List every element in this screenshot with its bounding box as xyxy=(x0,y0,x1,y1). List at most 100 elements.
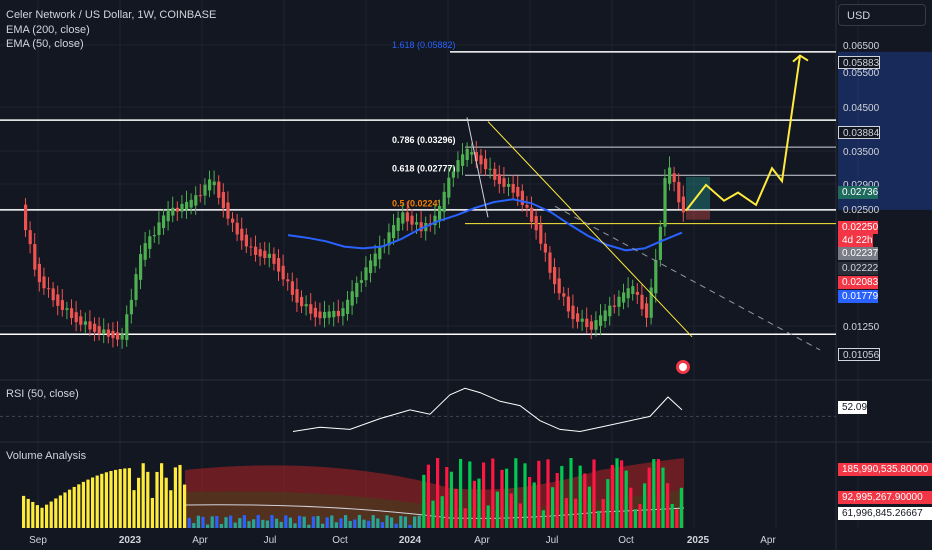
trend-line-yellow xyxy=(487,121,693,338)
volume-bar-143 xyxy=(679,487,683,528)
volume-bar-132 xyxy=(629,487,633,528)
candle-body-107 xyxy=(516,186,520,197)
candle-body-2 xyxy=(33,244,37,270)
volume-bar-87 xyxy=(422,474,426,528)
volume-bar-98 xyxy=(472,480,476,528)
position-box-loss xyxy=(686,209,710,220)
candle-body-76 xyxy=(373,253,377,267)
volume-bar-68 xyxy=(334,522,338,528)
volume-bar-36 xyxy=(187,517,191,528)
volume-bar-142 xyxy=(675,509,679,528)
volume-bar-26 xyxy=(141,463,145,528)
volume-bar-52 xyxy=(261,519,265,528)
y-tick-0: 0.06500 xyxy=(843,41,880,52)
ema50-legend[interactable]: EMA (50, close) xyxy=(6,38,84,50)
candle-body-131 xyxy=(626,288,630,299)
candle-body-52 xyxy=(263,250,267,259)
volume-bar-79 xyxy=(385,515,389,528)
candle-body-122 xyxy=(585,318,589,328)
candle-body-13 xyxy=(83,321,87,325)
candle-body-99 xyxy=(479,155,483,165)
volume-bar-14 xyxy=(86,479,90,528)
volume-bar-9 xyxy=(63,492,67,528)
candle-body-113 xyxy=(543,243,547,253)
fib-label-0: 1.618 (0.05882) xyxy=(392,40,456,50)
candle-body-82 xyxy=(401,212,405,224)
candle-body-24 xyxy=(134,274,138,300)
volume-bar-13 xyxy=(81,481,85,528)
candle-body-17 xyxy=(102,329,106,334)
volume-bar-110 xyxy=(528,477,532,528)
volume-bar-141 xyxy=(670,503,674,528)
volume-bar-86 xyxy=(417,515,421,528)
x-tick-6: Apr xyxy=(474,535,490,546)
candle-body-31 xyxy=(166,209,170,222)
candle-body-58 xyxy=(290,281,294,295)
candle-body-114 xyxy=(548,252,552,273)
volume-tag-2: 61,996,845.26667 xyxy=(838,507,932,520)
volume-bar-114 xyxy=(546,459,550,528)
candle-body-45 xyxy=(231,218,235,223)
candle-body-102 xyxy=(493,168,497,180)
candle-body-43 xyxy=(221,192,225,209)
candle-body-126 xyxy=(603,310,607,322)
volume-bar-89 xyxy=(431,500,435,528)
candle-body-51 xyxy=(258,249,262,257)
volume-bar-90 xyxy=(436,458,440,528)
volume-bar-38 xyxy=(196,515,200,528)
volume-bar-113 xyxy=(541,510,545,528)
candle-body-7 xyxy=(56,294,60,306)
candle-body-93 xyxy=(451,171,455,178)
volume-bar-92 xyxy=(445,466,449,528)
candle-body-16 xyxy=(97,326,101,334)
candle-body-81 xyxy=(396,217,400,231)
candle-body-94 xyxy=(456,160,460,172)
volume-bar-119 xyxy=(569,458,573,528)
currency-button[interactable]: USD xyxy=(838,4,926,26)
fib-label-3: 0.5 (0.0224) xyxy=(392,199,441,209)
volume-bar-60 xyxy=(298,515,302,528)
volume-bar-116 xyxy=(555,473,559,528)
candle-body-3 xyxy=(37,263,41,283)
candle-body-66 xyxy=(327,311,331,318)
candle-body-73 xyxy=(359,280,363,283)
volume-bar-74 xyxy=(362,519,366,528)
volume-bar-2 xyxy=(31,501,35,528)
volume-bar-19 xyxy=(109,470,113,528)
x-tick-5: 2024 xyxy=(399,535,422,546)
candle-body-68 xyxy=(336,310,340,317)
volume-bar-57 xyxy=(284,515,288,528)
volume-bar-32 xyxy=(169,490,173,528)
candle-body-27 xyxy=(148,236,152,249)
volume-bar-84 xyxy=(408,524,412,528)
candle-body-83 xyxy=(405,212,409,222)
candle-body-23 xyxy=(129,299,133,315)
rsi-legend[interactable]: RSI (50, close) xyxy=(6,388,79,400)
fib-anchor-line xyxy=(466,117,489,218)
volume-bar-136 xyxy=(647,467,651,528)
candle-body-118 xyxy=(566,296,570,312)
candle-body-28 xyxy=(152,235,156,237)
ema200-legend[interactable]: EMA (200, close) xyxy=(6,24,90,36)
y-tick-4: 0.02900 xyxy=(843,180,880,191)
candle-body-75 xyxy=(369,260,373,274)
volume-bar-11 xyxy=(72,486,76,528)
volume-legend[interactable]: Volume Analysis xyxy=(6,450,87,462)
volume-bar-134 xyxy=(638,504,642,528)
volume-bar-127 xyxy=(606,479,610,528)
candle-body-116 xyxy=(557,278,561,294)
candle-body-95 xyxy=(461,154,465,166)
candle-body-124 xyxy=(594,320,598,330)
volume-bar-47 xyxy=(238,518,242,528)
candle-body-41 xyxy=(212,181,216,186)
candle-body-143 xyxy=(681,196,685,213)
volume-bar-21 xyxy=(118,469,122,528)
candle-body-62 xyxy=(309,304,313,314)
candle-body-97 xyxy=(470,152,474,155)
candle-body-10 xyxy=(70,308,74,319)
candle-body-50 xyxy=(254,246,258,255)
candle-body-109 xyxy=(525,204,529,208)
candle-body-117 xyxy=(562,293,566,297)
candle-body-133 xyxy=(635,291,639,295)
volume-bar-104 xyxy=(500,469,504,528)
